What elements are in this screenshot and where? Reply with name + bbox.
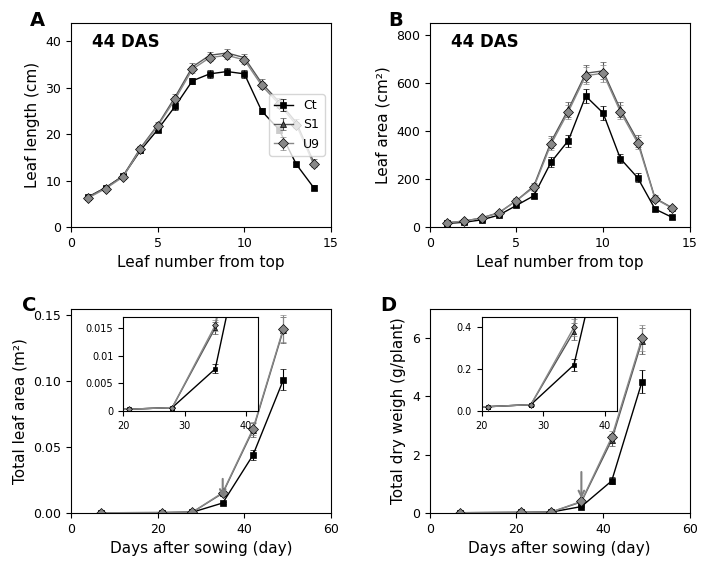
- Y-axis label: Total dry weigh (g/plant): Total dry weigh (g/plant): [392, 317, 407, 504]
- X-axis label: Leaf number from top: Leaf number from top: [117, 255, 285, 270]
- X-axis label: Days after sowing (day): Days after sowing (day): [469, 542, 651, 556]
- X-axis label: Leaf number from top: Leaf number from top: [476, 255, 643, 270]
- Text: D: D: [380, 296, 397, 316]
- Text: B: B: [388, 11, 403, 30]
- Text: 44 DAS: 44 DAS: [92, 33, 159, 51]
- Y-axis label: Leaf area (cm²): Leaf area (cm²): [375, 66, 390, 184]
- Y-axis label: Total leaf area (m²): Total leaf area (m²): [13, 338, 28, 484]
- Y-axis label: Leaf length (cm): Leaf length (cm): [25, 62, 40, 188]
- Text: A: A: [30, 11, 45, 30]
- X-axis label: Days after sowing (day): Days after sowing (day): [109, 542, 292, 556]
- Legend: Ct, S1, U9: Ct, S1, U9: [269, 94, 325, 156]
- Text: 44 DAS: 44 DAS: [451, 33, 518, 51]
- Text: C: C: [22, 296, 36, 316]
